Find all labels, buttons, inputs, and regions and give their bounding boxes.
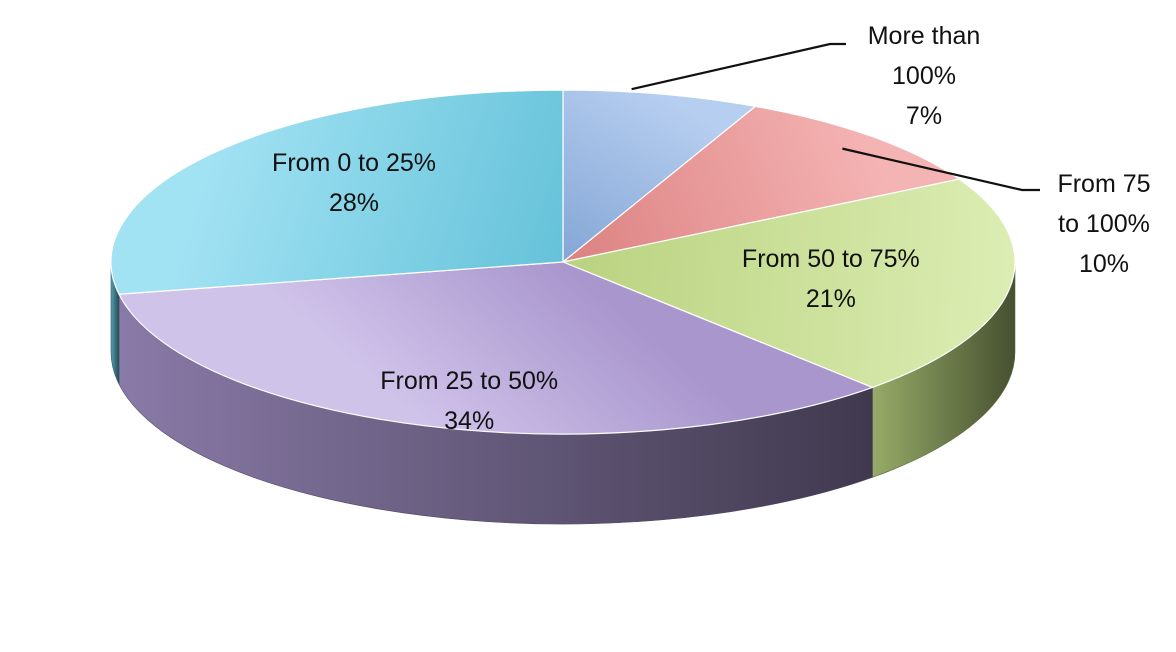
slice-labels: More than 100% 7% From 75 to 100% 10% From 50 … [272,22,1150,435]
pie-slice-from-25-to-50 [118,261,875,435]
pie-slice-from-50-to-75 [560,178,1016,389]
pie-slice-from-75-to-100 [562,105,961,263]
pie-slice-more-than-100 [562,89,757,264]
slice-label-more-than-100: More than 100% 7% [868,22,981,130]
slice-label-from-50-to-75: From 50 to 75% 21% [742,245,920,313]
slice-label-from-25-to-50: From 25 to 50% 34% [380,367,558,435]
slice-label-from-75-to-100: From 75 to 100% 10% [1057,170,1150,278]
pie-slice-from-0-to-25 [110,89,564,295]
leader-line-more-than-100 [631,42,846,91]
pie-top-layer [110,89,1016,435]
slice-label-from-0-to-25: From 0 to 25% 28% [272,149,436,217]
leader-lines [631,42,1040,192]
leader-line-from-75-to-100 [842,147,1040,192]
